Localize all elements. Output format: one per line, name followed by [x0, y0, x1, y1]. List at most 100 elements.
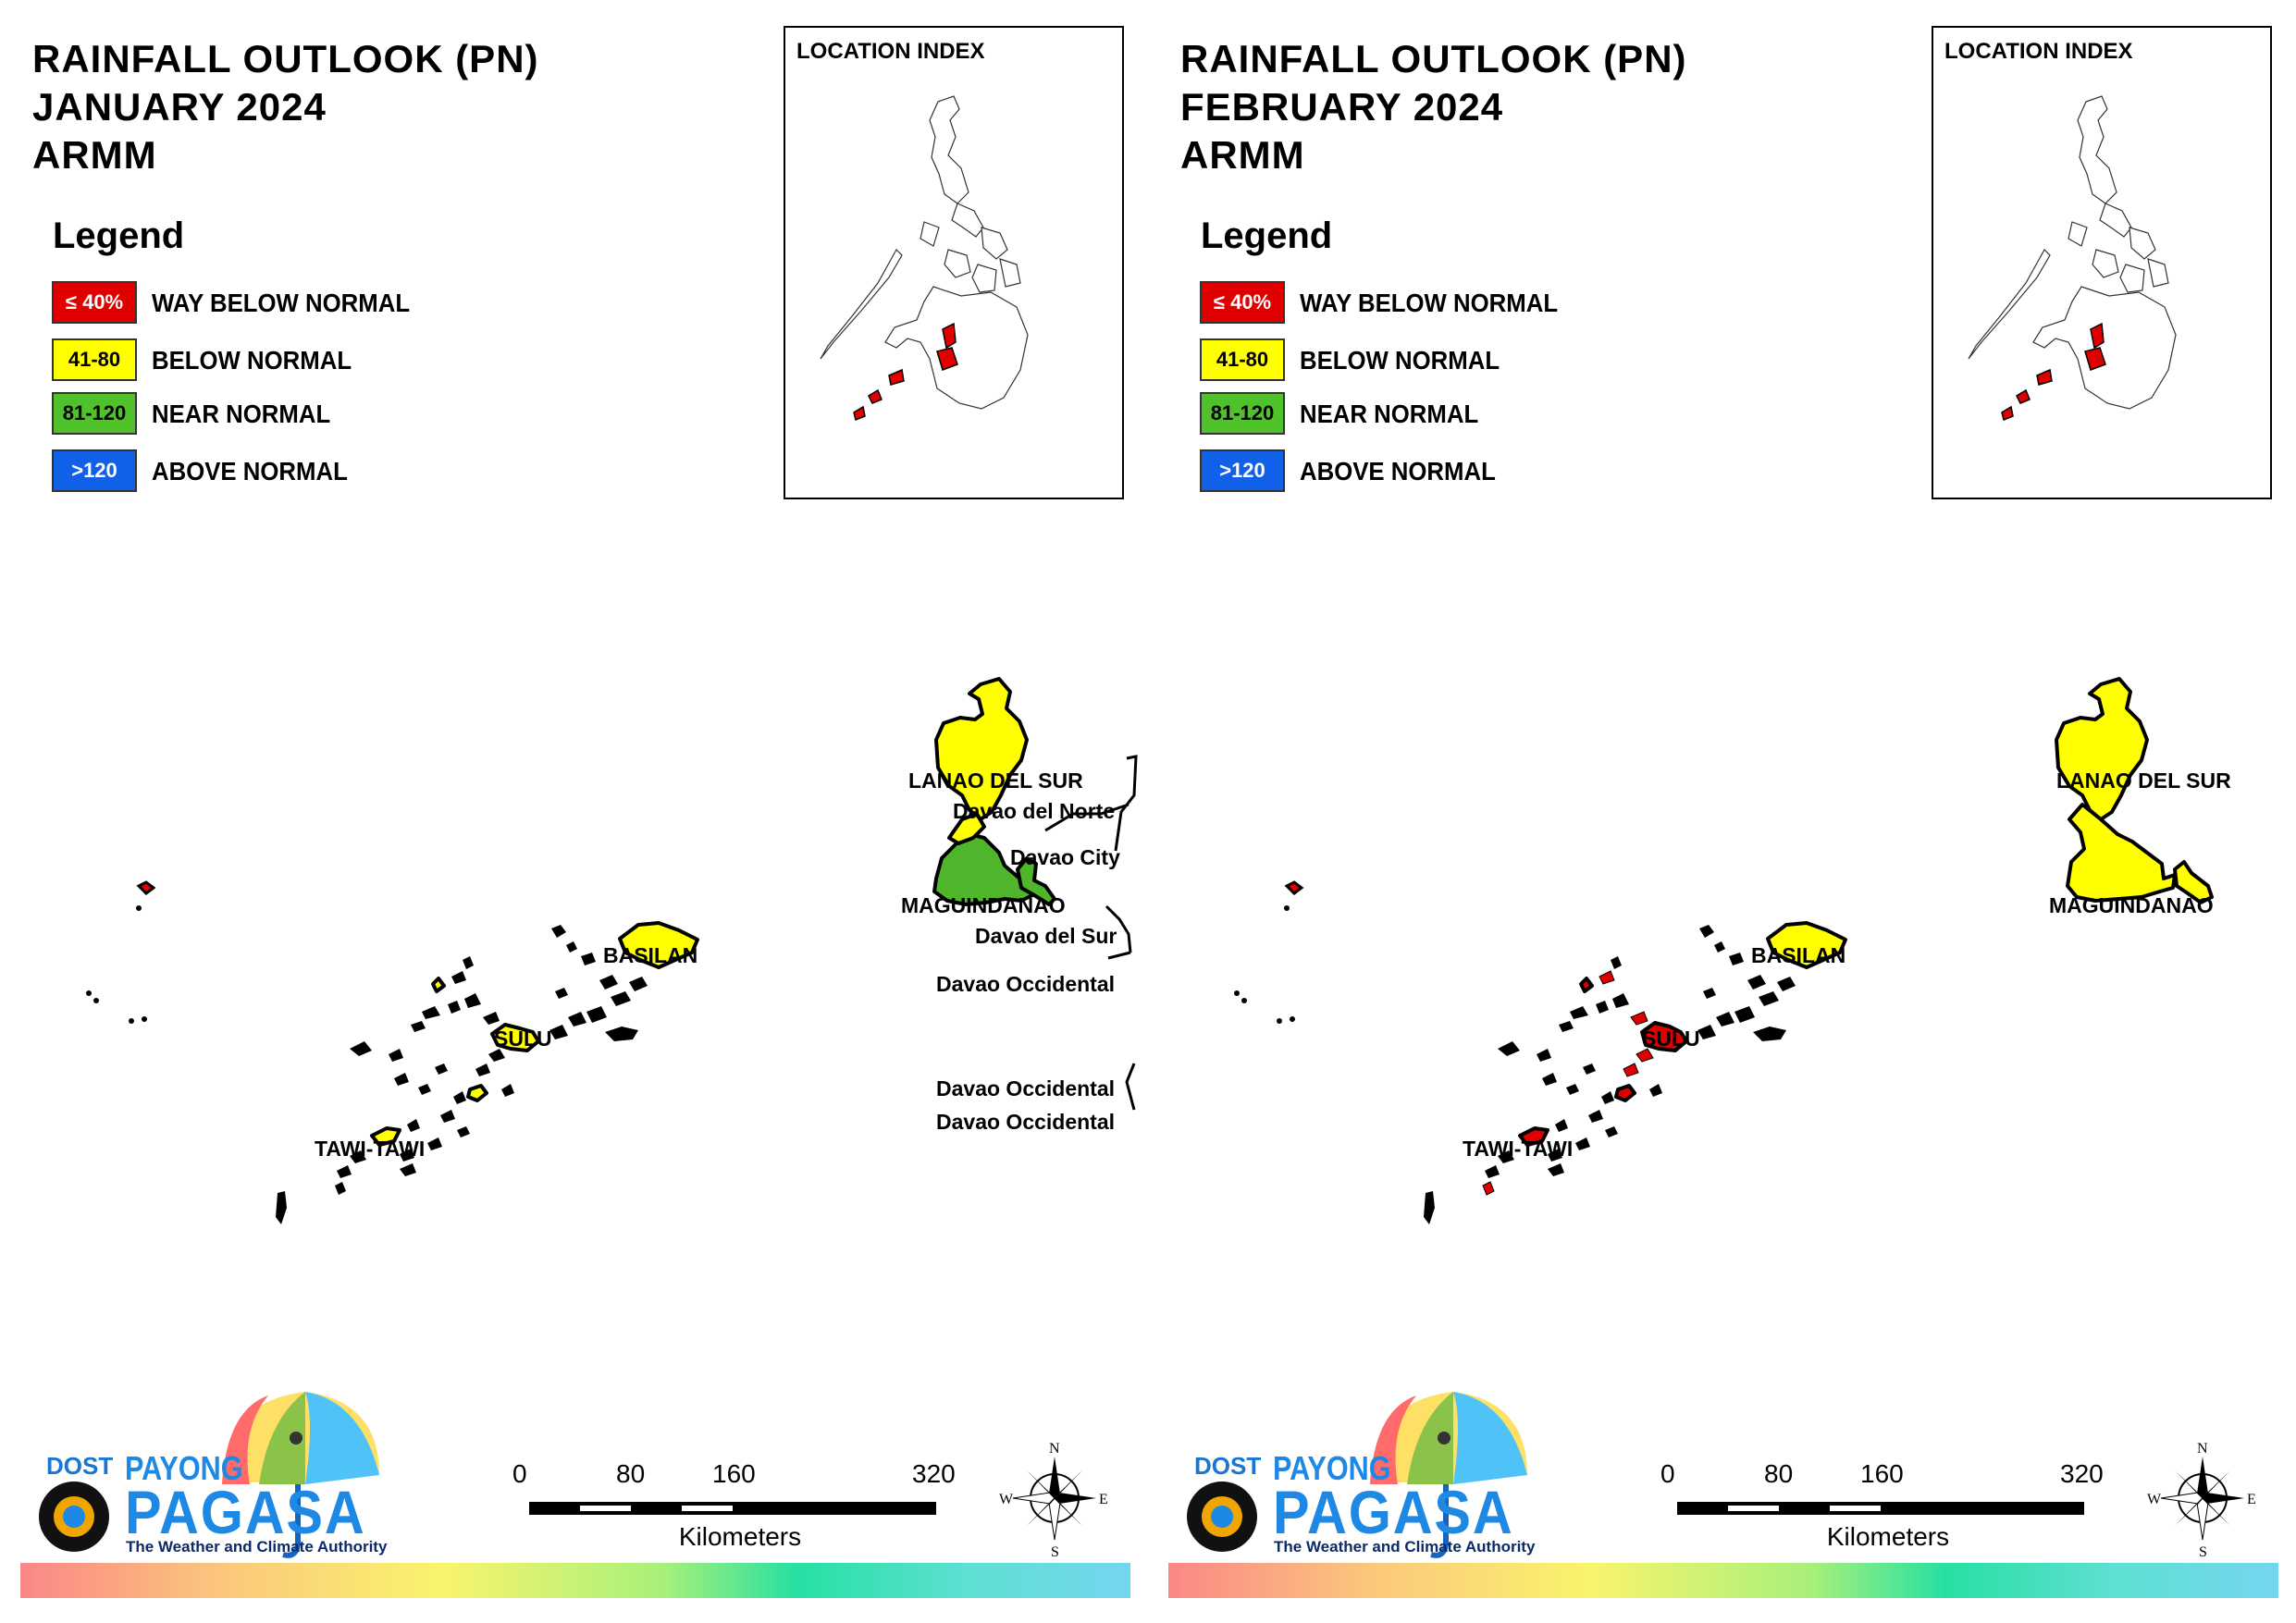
map-label-sulu: SULU [1642, 1027, 1700, 1051]
legend-swatch: ≤ 40% [52, 281, 137, 324]
title-line-3: ARMM [1180, 133, 1305, 177]
region-map: LANAO DEL SUR Davao del Norte Davao City… [86, 677, 1138, 1224]
pagasa-text: PAGASA [125, 1478, 366, 1546]
logo-tagline: The Weather and Climate Authority [126, 1538, 388, 1555]
lanao-del-sur-region [934, 677, 1029, 821]
sulu-islet [466, 1084, 488, 1102]
map-label-basilan: BASILAN [1751, 943, 1845, 967]
compass-w: W [999, 1492, 1014, 1507]
scale-tick: 0 [1660, 1459, 1675, 1488]
legend-swatch: >120 [52, 449, 137, 492]
maguindanao-north [947, 812, 986, 845]
map-label-davao-del-sur: Davao del Sur [975, 924, 1117, 948]
map-label-maguindanao: MAGUINDANAO [2049, 893, 2214, 917]
map-label-sulu: SULU [494, 1027, 552, 1051]
scale-units: Kilometers [678, 1522, 802, 1551]
basilan-region [618, 921, 699, 969]
map-label-davao-occidental: Davao Occidental [936, 972, 1115, 996]
title-line-1: RAINFALL OUTLOOK (PN) [32, 37, 539, 80]
scale-tick: 80 [616, 1459, 646, 1488]
maguindanao-region [2066, 803, 2177, 903]
payong-pagasa-logo: DOST PAYONG PAGASA The Weather and Clima… [28, 1383, 398, 1568]
title-line-3: ARMM [32, 133, 157, 177]
philippines-index-map [820, 95, 1029, 422]
scale-units: Kilometers [1826, 1522, 1950, 1551]
legend-swatch: >120 [1200, 449, 1285, 492]
legend-title: Legend [1201, 215, 1333, 256]
map-label-davao-occidental: Davao Occidental [936, 1110, 1115, 1134]
philippines-index-map [1968, 95, 2177, 422]
compass-n: N [2197, 1441, 2208, 1457]
scale-tick: 80 [1764, 1459, 1794, 1488]
dost-text: DOST [1194, 1452, 1262, 1480]
islet-yellow [431, 977, 446, 993]
compass-e: E [1099, 1492, 1108, 1507]
scale-bar: 0 80 160 320 Kilometers [1660, 1459, 2110, 1561]
tawi-tawi-region [1518, 1126, 1549, 1147]
scale-tick: 320 [2060, 1459, 2104, 1488]
dost-text: DOST [46, 1452, 114, 1480]
davao-del-sur-region [1016, 856, 1056, 906]
location-index-title: LOCATION INDEX [1944, 39, 2133, 64]
footer-gradient-bar [1168, 1563, 2278, 1598]
scale-bar: 0 80 160 320 Kilometers [512, 1459, 962, 1561]
location-index-title: LOCATION INDEX [796, 39, 985, 64]
title-line-1: RAINFALL OUTLOOK (PN) [1180, 37, 1687, 80]
lanao-del-sur-region [2055, 677, 2149, 821]
legend-swatch: 41-80 [52, 338, 137, 381]
title-line-2: FEBRUARY 2024 [1180, 85, 1504, 129]
map-title: RAINFALL OUTLOOK (PN) JANUARY 2024 ARMM [32, 35, 539, 179]
panel-february: RAINFALL OUTLOOK (PN) FEBRUARY 2024 ARMM… [1148, 0, 2296, 1623]
payong-text: PAYONG [125, 1449, 243, 1487]
legend-label: WAY BELOW NORMAL [1300, 289, 1559, 317]
sulu-islet [1614, 1084, 1636, 1102]
map-label-tawi-tawi: TAWI-TAWI [315, 1137, 425, 1161]
legend-label: WAY BELOW NORMAL [152, 289, 411, 317]
umbrella-icon [39, 1392, 379, 1558]
islet-red [1579, 977, 1594, 993]
map-label-davao-city: Davao City [1010, 845, 1120, 869]
map-label-tawi-tawi: TAWI-TAWI [1463, 1137, 1573, 1161]
map-label-davao-occidental: Davao Occidental [936, 1076, 1115, 1100]
legend-swatch: ≤ 40% [1200, 281, 1285, 324]
map-label-basilan: BASILAN [603, 943, 697, 967]
legend-title: Legend [53, 215, 185, 256]
map-title: RAINFALL OUTLOOK (PN) FEBRUARY 2024 ARMM [1180, 35, 1687, 179]
legend-label: ABOVE NORMAL [152, 457, 348, 486]
maguindanao-east [2173, 860, 2214, 904]
map-label-maguindanao: MAGUINDANAO [901, 893, 1066, 917]
compass-n: N [1049, 1441, 1060, 1457]
scale-tick: 160 [1860, 1459, 1904, 1488]
compass-e: E [2247, 1492, 2256, 1507]
compass-rose-icon: N S W E [999, 1438, 1110, 1560]
scale-tick: 320 [912, 1459, 956, 1488]
map-label-lanao-del-sur: LANAO DEL SUR [908, 768, 1083, 793]
compass-s: S [2199, 1544, 2207, 1558]
payong-text: PAYONG [1273, 1449, 1391, 1487]
legend-label: NEAR NORMAL [152, 400, 331, 428]
footer-gradient-bar [20, 1563, 1130, 1598]
sulu-region [490, 1023, 540, 1052]
compass-rose-icon: N S W E [2147, 1438, 2258, 1560]
legend-swatch: 41-80 [1200, 338, 1285, 381]
scale-tick: 160 [712, 1459, 756, 1488]
scale-bar-graphic [1677, 1502, 2084, 1515]
compass-w: W [2147, 1492, 2162, 1507]
legend-label: NEAR NORMAL [1300, 400, 1479, 428]
location-index: LOCATION INDEX [1932, 26, 2272, 499]
payong-pagasa-logo: DOST PAYONG PAGASA The Weather and Clima… [1176, 1383, 1546, 1568]
legend-swatch: 81-120 [52, 392, 137, 435]
map-label-davao-del-norte: Davao del Norte [953, 799, 1115, 823]
pagasa-text: PAGASA [1273, 1478, 1514, 1546]
tawi-tawi-region [370, 1126, 401, 1147]
legend-swatch: 81-120 [1200, 392, 1285, 435]
basilan-region [1766, 921, 1847, 969]
title-line-2: JANUARY 2024 [32, 85, 327, 129]
panel-january: RAINFALL OUTLOOK (PN) JANUARY 2024 ARMM … [20, 26, 1138, 1598]
region-map: LANAO DEL SUR MAGUINDANAO BASILAN SULU T… [1234, 677, 2231, 1224]
legend-label: BELOW NORMAL [1300, 346, 1500, 375]
legend-label: ABOVE NORMAL [1300, 457, 1496, 486]
map-label-lanao-del-sur: LANAO DEL SUR [2056, 768, 2231, 793]
umbrella-icon [1187, 1392, 1527, 1558]
scale-bar-graphic [529, 1502, 936, 1515]
